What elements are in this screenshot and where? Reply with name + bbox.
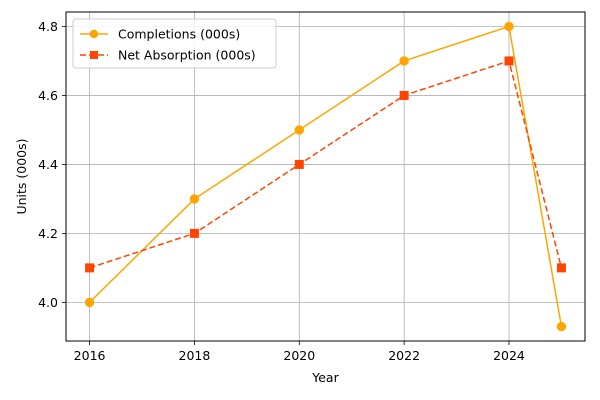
data-point xyxy=(556,263,566,273)
data-point xyxy=(294,125,304,135)
data-point xyxy=(84,297,95,308)
legend-marker xyxy=(89,29,99,39)
data-point xyxy=(294,159,304,169)
data-point xyxy=(556,321,567,332)
x-tick-label: 2024 xyxy=(493,348,525,363)
series-2 xyxy=(85,56,566,273)
x-tick-label: 2022 xyxy=(388,348,420,363)
data-point xyxy=(504,56,514,66)
data-point xyxy=(399,90,409,100)
y-tick-label: 4.6 xyxy=(38,88,58,103)
series-line xyxy=(89,60,563,269)
legend-label: Net Absorption (000s) xyxy=(118,48,256,63)
data-point xyxy=(504,21,514,32)
y-tick-label: 4.8 xyxy=(38,19,58,34)
series-line xyxy=(89,25,563,327)
data-point xyxy=(189,228,199,238)
axis-ticks: 2016 2018 2020 2022 2024 4.0 4.2 4.4 4.6 4.8 xyxy=(38,19,525,363)
legend-marker xyxy=(90,51,98,59)
y-tick-label: 4.2 xyxy=(38,226,58,241)
data-point xyxy=(189,194,200,204)
legend-entries: Completions (000s) Net Absorption (000s) xyxy=(80,27,256,63)
legend-label: Completions (000s) xyxy=(118,27,240,42)
legend-box xyxy=(72,18,277,69)
series-1 xyxy=(84,21,567,332)
y-axis-label: Units (000s) xyxy=(14,138,29,214)
data-point xyxy=(85,263,95,273)
data-point xyxy=(399,56,409,66)
x-axis-label: Year xyxy=(311,370,339,385)
y-tick-label: 4.0 xyxy=(38,295,58,310)
legend: Completions (000s) Net Absorption (000s) xyxy=(72,18,277,69)
grid xyxy=(66,12,585,341)
x-tick-label: 2016 xyxy=(74,348,106,363)
plot-frame xyxy=(65,11,586,342)
x-tick-label: 2018 xyxy=(179,348,211,363)
x-tick-label: 2020 xyxy=(283,348,315,363)
series-layer xyxy=(84,21,567,332)
y-tick-label: 4.4 xyxy=(38,157,58,172)
